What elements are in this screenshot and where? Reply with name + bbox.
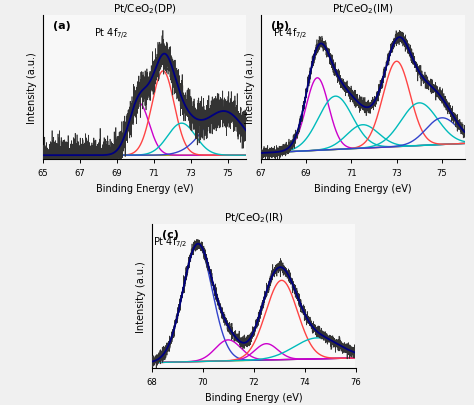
- Title: Pt/CeO$_2$(DP): Pt/CeO$_2$(DP): [112, 3, 177, 16]
- Title: Pt/CeO$_2$(IR): Pt/CeO$_2$(IR): [224, 211, 283, 225]
- X-axis label: Binding Energy (eV): Binding Energy (eV): [96, 183, 193, 194]
- Y-axis label: Intensity (a.u.): Intensity (a.u.): [136, 261, 146, 333]
- Y-axis label: Intensity (a.u.): Intensity (a.u.): [245, 52, 255, 124]
- X-axis label: Binding Energy (eV): Binding Energy (eV): [205, 392, 302, 402]
- Text: Pt 4f$_{7/2}$: Pt 4f$_{7/2}$: [153, 236, 187, 251]
- Text: (b): (b): [271, 21, 289, 30]
- Text: (a): (a): [53, 21, 71, 30]
- X-axis label: Binding Energy (eV): Binding Energy (eV): [314, 183, 411, 194]
- Title: Pt/CeO$_2$(IM): Pt/CeO$_2$(IM): [332, 3, 393, 16]
- Y-axis label: Intensity (a.u.): Intensity (a.u.): [27, 52, 37, 124]
- Text: Pt 4f$_{7/2}$: Pt 4f$_{7/2}$: [273, 27, 307, 42]
- Text: Pt 4f$_{7/2}$: Pt 4f$_{7/2}$: [94, 27, 129, 42]
- Text: (c): (c): [162, 229, 179, 239]
